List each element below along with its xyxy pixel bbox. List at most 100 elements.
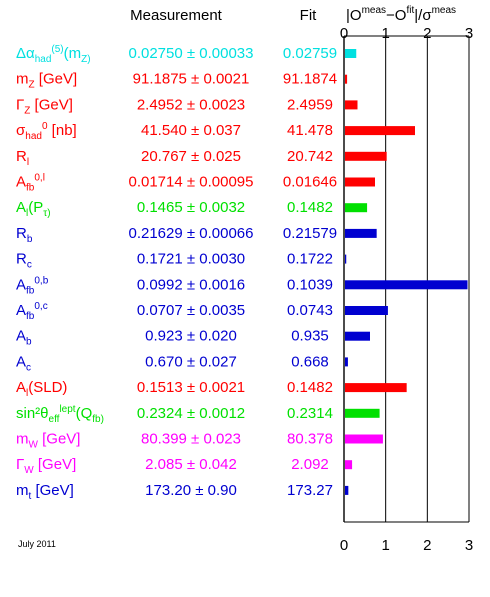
row: Afb0,b 0.0992 ± 0.0016 0.1039: [16, 275, 468, 296]
row-fit: 0.1722: [287, 251, 333, 268]
header-fit: Fit: [300, 7, 317, 24]
top-tick-labels: 0 1 2 3: [340, 25, 473, 42]
pull-bar: [345, 460, 353, 470]
row-fit: 91.1874: [283, 71, 337, 88]
row-label: Rl: [16, 148, 29, 168]
row-label: Ab: [16, 328, 32, 348]
row: Ab 0.923 ± 0.020 0.935: [16, 328, 370, 348]
row-measurement: 0.1465 ± 0.0032: [137, 199, 245, 216]
row: Rb 0.21629 ± 0.00066 0.21579: [16, 225, 377, 245]
row-fit: 2.092: [291, 456, 329, 473]
row-measurement: 20.767 ± 0.025: [141, 148, 241, 165]
row-label: mZ [GeV]: [16, 71, 77, 91]
row-fit: 0.2314: [287, 405, 333, 422]
row-measurement: 91.1875 ± 0.0021: [133, 71, 250, 88]
row-label: Al(SLD): [16, 379, 67, 399]
row: ΓZ [GeV] 2.4952 ± 0.0023 2.4959: [16, 96, 358, 116]
row-label: Rb: [16, 225, 33, 245]
data-rows: Δαhad(5)(mZ) 0.02750 ± 0.00033 0.02759 mZ […: [16, 44, 468, 502]
row-label: Ac: [16, 353, 31, 373]
row: Afb0,c 0.0707 ± 0.0035 0.0743: [16, 301, 388, 322]
row-label: Afb0,b: [16, 275, 49, 296]
row-fit: 0.668: [291, 353, 329, 370]
row: Rc 0.1721 ± 0.0030 0.1722: [16, 251, 347, 271]
row-measurement: 0.0992 ± 0.0016: [137, 276, 245, 293]
pull-bar: [345, 49, 357, 58]
pull-bar: [345, 100, 358, 110]
top-tick-label: 3: [465, 25, 473, 42]
row: mW [GeV] 80.399 ± 0.023 80.378: [16, 431, 383, 451]
row-measurement: 0.1513 ± 0.0021: [137, 379, 245, 396]
row: sin²θefflept(Qfb) 0.2324 ± 0.0012 0.2314: [16, 404, 380, 425]
top-tick-label: 0: [340, 25, 348, 42]
row: Al(Pτ) 0.1465 ± 0.0032 0.1482: [16, 199, 368, 219]
bottom-tick-label: 2: [423, 537, 431, 554]
row-label: Al(Pτ): [16, 199, 51, 219]
top-tick-label: 2: [423, 25, 431, 42]
pull-bar: [345, 228, 377, 238]
row-fit: 0.1482: [287, 379, 333, 396]
row-fit: 20.742: [287, 148, 333, 165]
row: Al(SLD) 0.1513 ± 0.0021 0.1482: [16, 379, 407, 399]
row-fit: 2.4959: [287, 96, 333, 113]
row-measurement: 0.2324 ± 0.0012: [137, 405, 245, 422]
row-fit: 173.27: [287, 482, 333, 499]
pull-bar: [345, 485, 349, 495]
pull-bar: [345, 434, 383, 444]
pull-bar: [345, 203, 368, 213]
bottom-tick-label: 1: [381, 537, 389, 554]
pull-bar: [345, 177, 375, 187]
svg-text:|Omeas−Ofit|/σmeas: |Omeas−Ofit|/σmeas: [346, 5, 456, 24]
row-measurement: 0.21629 ± 0.00066: [128, 225, 253, 242]
header-pull-axis: |Omeas−Ofit|/σmeas: [346, 5, 456, 24]
row: Rl 20.767 ± 0.025 20.742: [16, 148, 387, 168]
grid-lines: [343, 35, 470, 523]
header-measurement: Measurement: [130, 7, 223, 24]
row-measurement: 2.4952 ± 0.0023: [137, 96, 245, 113]
pull-bar: [345, 280, 468, 290]
pull-bar: [345, 254, 347, 264]
row-measurement: 0.02750 ± 0.00033: [128, 45, 253, 62]
row: Δαhad(5)(mZ) 0.02750 ± 0.00033 0.02759: [16, 44, 357, 65]
bottom-tick-labels: 0 1 2 3: [340, 537, 473, 554]
row-label: Afb0,l: [16, 173, 45, 194]
row-measurement: 173.20 ± 0.90: [145, 482, 237, 499]
row-fit: 0.0743: [287, 302, 333, 319]
row: mt [GeV] 173.20 ± 0.90 173.27: [16, 482, 349, 502]
row-label: sin²θefflept(Qfb): [16, 404, 104, 425]
row-measurement: 80.399 ± 0.023: [141, 431, 241, 448]
row-fit: 0.02759: [283, 45, 337, 62]
row-label: σhad0 [nb]: [16, 121, 77, 142]
row-measurement: 0.670 ± 0.027: [145, 353, 237, 370]
row-fit: 0.1482: [287, 199, 333, 216]
footer-date: July 2011: [18, 539, 56, 549]
row-label: Δαhad(5)(mZ): [16, 44, 91, 65]
pull-bar: [345, 151, 387, 161]
row-label: ΓW [GeV]: [16, 456, 76, 476]
row-fit: 0.21579: [283, 225, 337, 242]
row-fit: 80.378: [287, 431, 333, 448]
row: σhad0 [nb] 41.540 ± 0.037 41.478: [16, 121, 415, 142]
top-tick-label: 1: [381, 25, 389, 42]
row-fit: 0.1039: [287, 276, 333, 293]
row-label: Rc: [16, 251, 32, 271]
pull-bar: [345, 126, 415, 136]
row-label: Afb0,c: [16, 301, 48, 322]
row: mZ [GeV] 91.1875 ± 0.0021 91.1874: [16, 71, 348, 91]
row-measurement: 2.085 ± 0.042: [145, 456, 237, 473]
row-measurement: 0.01714 ± 0.00095: [128, 174, 253, 191]
pull-bar: [345, 383, 407, 393]
row-label: ΓZ [GeV]: [16, 96, 73, 116]
pull-bar: [345, 408, 380, 418]
row-measurement: 0.1721 ± 0.0030: [137, 251, 245, 268]
pull-bar: [345, 331, 370, 341]
row: Afb0,l 0.01714 ± 0.00095 0.01646: [16, 173, 375, 194]
row-label: mt [GeV]: [16, 482, 74, 502]
row-fit: 0.935: [291, 328, 329, 345]
pull-bar: [345, 74, 348, 84]
bottom-tick-label: 0: [340, 537, 348, 554]
row-measurement: 0.923 ± 0.020: [145, 328, 237, 345]
row-measurement: 0.0707 ± 0.0035: [137, 302, 245, 319]
pull-bar: [345, 306, 388, 315]
row: ΓW [GeV] 2.085 ± 0.042 2.092: [16, 456, 353, 476]
